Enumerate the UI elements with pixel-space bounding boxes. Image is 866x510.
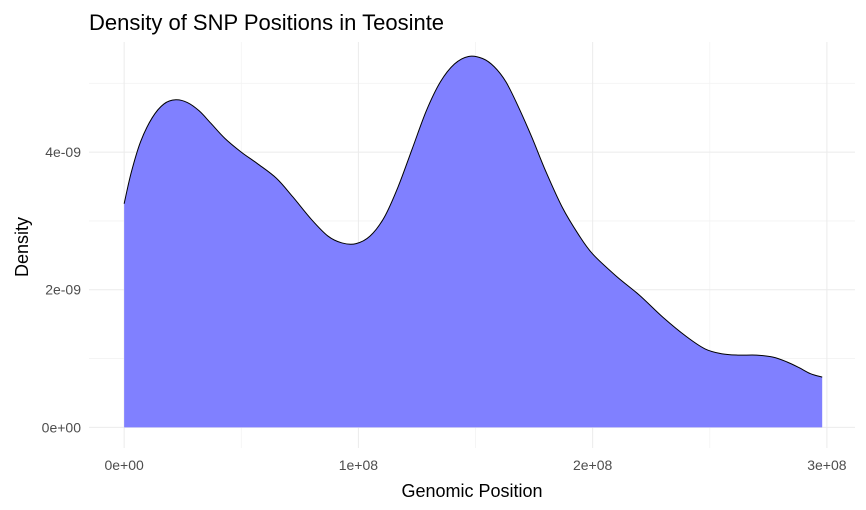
y-axis-ticks: 0e+00 2e-09 4e-09 <box>42 144 82 435</box>
density-series <box>123 55 823 428</box>
x-tick-label: 2e+08 <box>573 457 613 473</box>
y-tick-label: 0e+00 <box>42 419 82 435</box>
y-tick-label: 2e-09 <box>45 282 81 298</box>
x-tick-label: 1e+08 <box>339 457 379 473</box>
x-axis-ticks: 0e+00 1e+08 2e+08 3e+08 <box>104 457 846 473</box>
density-area-fill <box>124 56 823 428</box>
y-tick-label: 4e-09 <box>45 144 81 160</box>
x-tick-label: 0e+00 <box>104 457 144 473</box>
y-axis-title: Density <box>12 217 32 277</box>
x-tick-label: 3e+08 <box>807 457 847 473</box>
x-axis-title: Genomic Position <box>401 481 542 501</box>
density-curve-line <box>123 55 823 378</box>
chart-title: Density of SNP Positions in Teosinte <box>89 10 444 35</box>
